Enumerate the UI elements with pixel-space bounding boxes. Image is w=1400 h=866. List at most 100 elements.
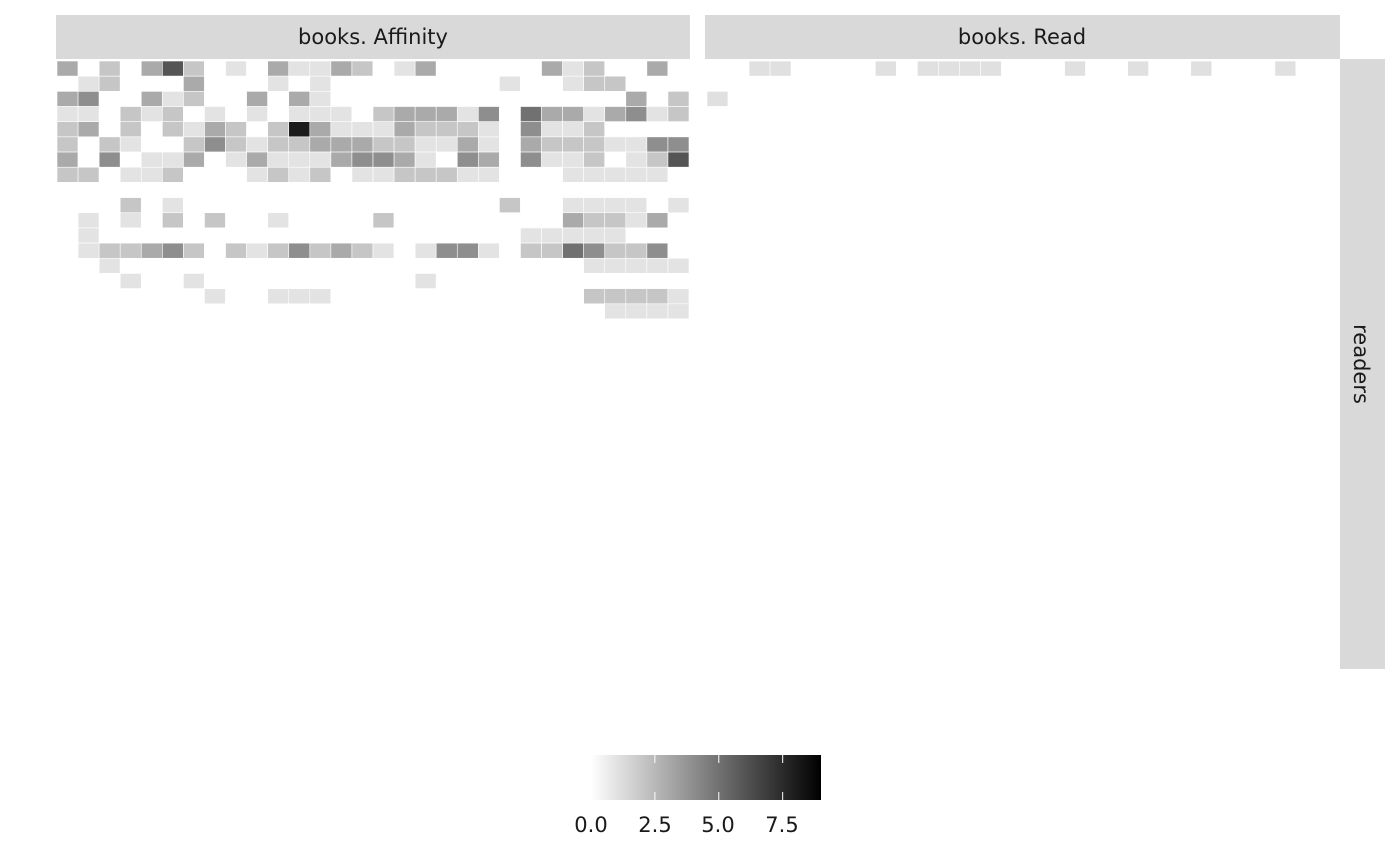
read-cell [1085,364,1107,380]
affinity-cell [562,242,584,259]
read-cell [1064,242,1086,259]
read-cell [959,455,981,472]
affinity-cell [140,288,163,305]
affinity-cell [267,637,290,654]
read-cell [706,440,729,456]
read-cell [727,273,750,289]
read-cell [853,303,876,320]
read-cell [1211,622,1234,638]
affinity-cell [288,197,311,214]
affinity-cell [267,333,290,350]
affinity-cell [162,440,184,456]
read-cell [1190,60,1213,77]
read-cell [1106,91,1128,107]
affinity-cell [625,212,648,229]
affinity-cell [562,561,584,578]
read-cell [1064,212,1086,229]
read-cell [769,591,792,608]
affinity-cell [204,409,226,426]
affinity-cell [604,288,627,305]
read-cell [706,500,729,517]
read-cell [1043,227,1065,244]
affinity-cell [140,591,163,608]
affinity-cell [541,500,563,517]
affinity-cell [288,166,311,183]
read-cell [790,257,813,274]
affinity-cell [140,440,163,456]
read-cell [959,606,981,623]
read-cell [769,515,792,532]
read-cell [1190,546,1213,563]
read-cell [917,318,939,335]
affinity-cell [393,379,416,396]
affinity-cell [162,182,184,198]
affinity-cell [499,531,521,547]
read-cell [811,515,834,532]
read-cell [1022,455,1044,472]
affinity-cell [478,622,500,638]
affinity-cell [372,515,395,532]
read-cell [1064,197,1086,214]
read-cell [853,440,876,456]
affinity-cell [667,455,690,472]
affinity-cell [225,121,247,138]
read-cell [790,242,813,259]
affinity-cell [183,212,205,229]
affinity-cell [56,485,79,502]
read-cell [1064,182,1086,198]
read-cell [874,136,897,153]
read-cell [1232,652,1255,669]
affinity-cell [56,637,79,654]
affinity-cell [562,622,584,638]
read-cell [1232,440,1255,456]
read-cell [1064,531,1086,547]
affinity-cell [330,273,353,289]
affinity-cell [351,485,374,502]
affinity-cell [204,470,226,487]
affinity-cell [330,166,353,183]
affinity-cell [119,379,142,396]
read-cell [1001,652,1023,669]
read-cell [832,197,855,214]
read-cell [1106,182,1128,198]
affinity-cell [583,121,606,138]
affinity-cell [77,379,100,396]
read-cell [1316,151,1339,168]
read-cell [811,182,834,198]
read-cell [959,652,981,669]
read-cell [853,485,876,502]
affinity-cell [288,288,311,305]
read-cell [1211,333,1234,350]
read-cell [1148,227,1171,244]
colorbar [591,755,821,800]
read-cell [811,424,834,441]
read-cell [811,166,834,183]
read-cell [832,121,855,138]
colorbar-tick-label-0: 0.0 [574,813,607,837]
affinity-cell [351,166,374,183]
read-cell [1169,151,1192,168]
affinity-cell [393,637,416,654]
read-cell [980,121,1002,138]
read-cell [811,652,834,669]
affinity-cell [288,606,311,623]
read-cell [1253,576,1276,593]
affinity-cell [351,515,374,532]
read-cell [874,531,897,547]
read-cell [938,303,960,320]
read-cell [1106,288,1128,305]
read-cell [1295,531,1318,547]
read-cell [832,500,855,517]
read-cell [1001,546,1023,563]
read-cell [895,212,918,229]
affinity-cell [119,652,142,669]
read-cell [853,364,876,380]
affinity-cell [583,60,606,77]
read-cell [1085,652,1107,669]
read-cell [1232,182,1255,198]
affinity-cell [204,455,226,472]
read-cell [832,106,855,123]
affinity-cell [351,91,374,107]
read-cell [1232,257,1255,274]
read-cell [1085,333,1107,350]
